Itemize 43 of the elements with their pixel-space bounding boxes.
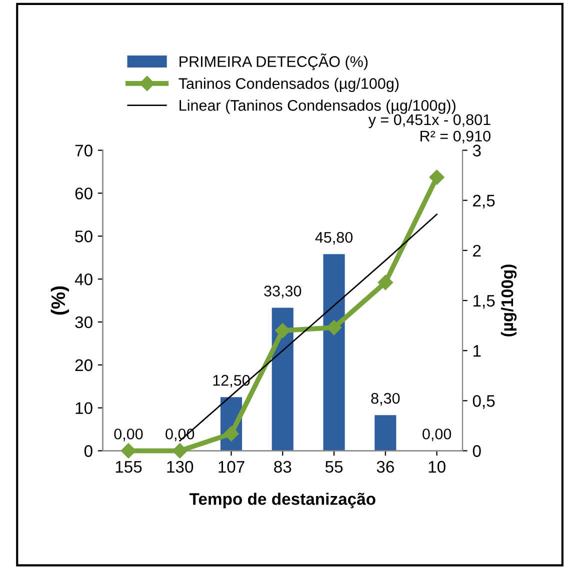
x-tick-label: 155 bbox=[116, 461, 142, 473]
y2-axis-title: (µg/100g) bbox=[500, 264, 517, 336]
y2-tick-label: 3 bbox=[472, 144, 481, 156]
point bbox=[172, 443, 188, 458]
y2-tick-label: 1 bbox=[474, 345, 481, 357]
bar bbox=[272, 308, 294, 451]
y2-tick-label: 0 bbox=[472, 445, 481, 457]
x-tick-label: 55 bbox=[325, 461, 343, 473]
legend-label: Taninos Condensados (µg/100g) bbox=[178, 78, 399, 92]
x-axis-title: Tempo de destanização bbox=[189, 492, 376, 508]
legend-label: PRIMEIRA DETECÇÃO (%) bbox=[180, 53, 368, 70]
y-tick-label: 0 bbox=[84, 445, 92, 457]
data-label: 8,30 bbox=[371, 392, 400, 406]
x-tick-label: 107 bbox=[218, 460, 244, 473]
y2-tick-label: 1,5 bbox=[474, 295, 495, 309]
legend-label: Linear (Taninos Condensados (µg/100g)) bbox=[180, 100, 456, 114]
data-label: 45,80 bbox=[315, 232, 353, 245]
data-label: 0,00 bbox=[422, 428, 452, 442]
text: y = 0,451x - 0,801 R² = 0,910 bbox=[368, 114, 490, 144]
y-axis-title: (%) bbox=[50, 286, 69, 315]
y-tick-label: 30 bbox=[75, 316, 92, 328]
data-label: 0,00 bbox=[114, 428, 143, 442]
y-tick-label: 60 bbox=[75, 188, 92, 200]
y2-tick-label: 0,5 bbox=[472, 395, 495, 409]
x-tick-label: 83 bbox=[274, 460, 292, 473]
y-tick-label: 20 bbox=[75, 359, 92, 372]
bar bbox=[374, 415, 396, 451]
y-tick-label: 40 bbox=[74, 273, 92, 286]
y-tick-label: 10 bbox=[76, 402, 92, 414]
y2-tick-label: 2,5 bbox=[473, 194, 495, 209]
point bbox=[275, 322, 290, 338]
bar bbox=[323, 254, 345, 451]
y-tick-label: 70 bbox=[75, 144, 92, 156]
point bbox=[224, 426, 239, 442]
data-label: 33,30 bbox=[264, 286, 302, 298]
point bbox=[326, 320, 342, 336]
point bbox=[378, 274, 393, 290]
x-tick-label: 130 bbox=[167, 460, 194, 473]
y2-tick-label: 2 bbox=[473, 244, 481, 256]
point bbox=[429, 170, 444, 185]
y-tick-label: 50 bbox=[75, 230, 92, 242]
x-tick-label: 36 bbox=[376, 460, 394, 473]
x-tick-label: 10 bbox=[428, 460, 446, 473]
